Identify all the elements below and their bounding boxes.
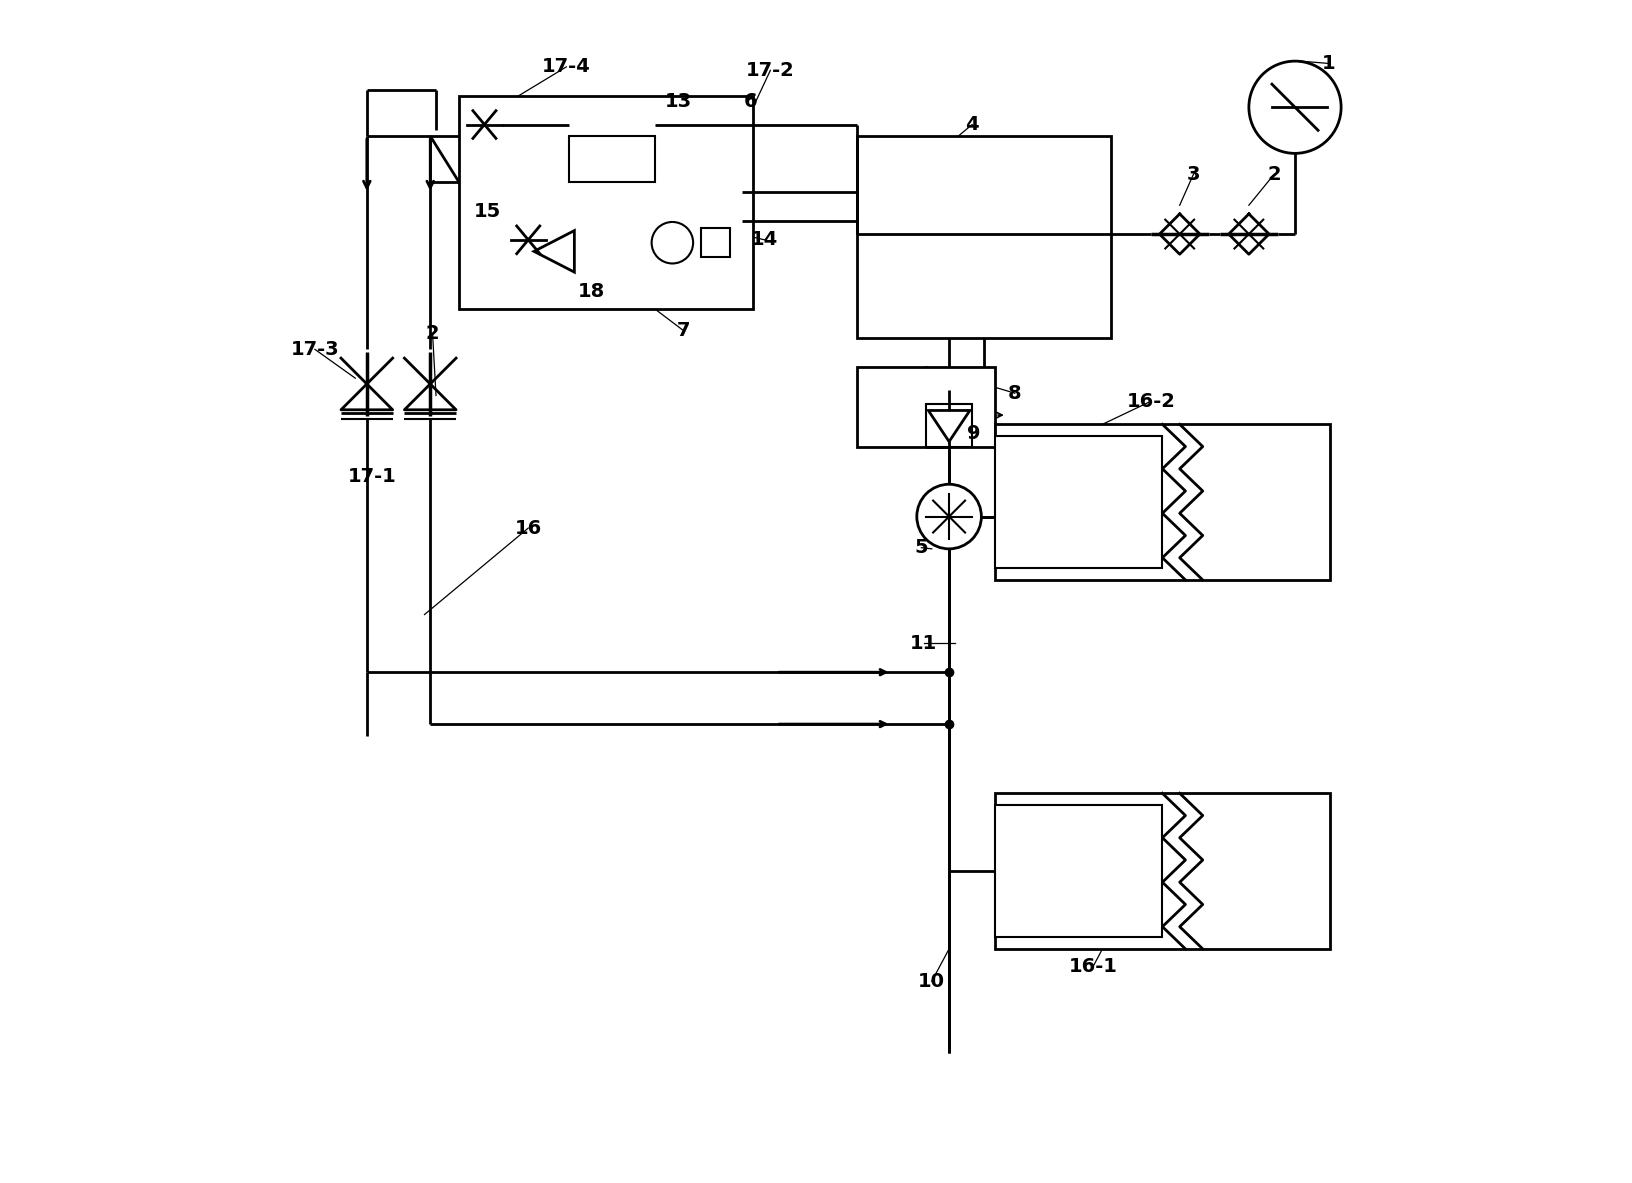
Text: 2: 2 bbox=[1266, 164, 1279, 183]
Bar bbox=[568, 136, 654, 182]
Text: 17-4: 17-4 bbox=[542, 58, 591, 77]
Text: 7: 7 bbox=[677, 322, 690, 341]
Text: 5: 5 bbox=[914, 538, 927, 557]
Text: 16: 16 bbox=[514, 518, 542, 537]
Text: 1: 1 bbox=[1320, 54, 1335, 73]
Text: 17-3: 17-3 bbox=[290, 340, 339, 358]
Circle shape bbox=[651, 222, 692, 264]
Text: 3: 3 bbox=[1186, 164, 1200, 183]
Bar bbox=[925, 403, 971, 447]
Text: 18: 18 bbox=[578, 283, 605, 302]
Polygon shape bbox=[534, 231, 574, 272]
Text: 9: 9 bbox=[966, 424, 979, 444]
Text: 16-2: 16-2 bbox=[1126, 392, 1175, 411]
Text: 17-2: 17-2 bbox=[746, 60, 795, 79]
Bar bbox=[994, 425, 1328, 580]
Text: 16-1: 16-1 bbox=[1067, 957, 1116, 976]
Bar bbox=[857, 367, 994, 447]
Text: 8: 8 bbox=[1007, 383, 1022, 402]
Text: 13: 13 bbox=[664, 92, 692, 111]
Bar bbox=[459, 96, 752, 309]
Text: 15: 15 bbox=[473, 201, 501, 220]
Text: 17-1: 17-1 bbox=[348, 467, 397, 486]
Bar bbox=[994, 804, 1162, 937]
Circle shape bbox=[1248, 62, 1340, 154]
Text: 14: 14 bbox=[751, 231, 778, 250]
Circle shape bbox=[916, 484, 981, 549]
Text: 10: 10 bbox=[917, 971, 945, 990]
Text: 2: 2 bbox=[426, 324, 439, 343]
Bar bbox=[700, 228, 730, 257]
Text: 4: 4 bbox=[965, 115, 978, 134]
Text: 6: 6 bbox=[744, 92, 757, 111]
Bar bbox=[857, 136, 1110, 338]
Polygon shape bbox=[927, 411, 969, 441]
Text: 11: 11 bbox=[909, 634, 937, 653]
Bar bbox=[994, 435, 1162, 569]
Bar bbox=[994, 794, 1328, 949]
